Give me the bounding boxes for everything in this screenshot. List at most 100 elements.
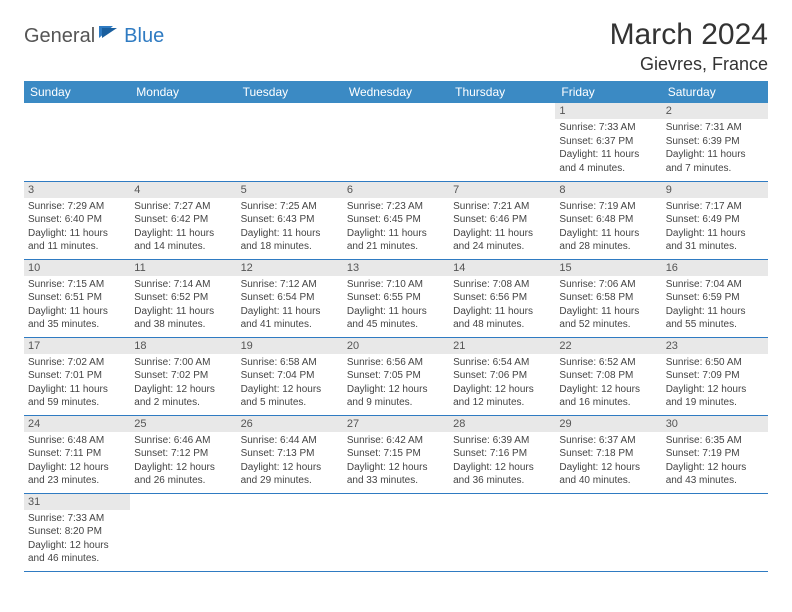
calendar-cell [237, 103, 343, 181]
day-number: 21 [449, 338, 555, 354]
calendar-cell: 24Sunrise: 6:48 AMSunset: 7:11 PMDayligh… [24, 415, 130, 493]
sunrise-text: Sunrise: 6:42 AM [347, 434, 445, 448]
sunrise-text: Sunrise: 6:44 AM [241, 434, 339, 448]
sunset-text: Sunset: 7:02 PM [134, 369, 232, 383]
logo-text-general: General [24, 25, 95, 48]
sunset-text: Sunset: 6:59 PM [666, 291, 764, 305]
daylight-text: Daylight: 12 hours and 33 minutes. [347, 461, 445, 488]
sunset-text: Sunset: 6:52 PM [134, 291, 232, 305]
sunset-text: Sunset: 7:18 PM [559, 447, 657, 461]
daylight-text: Daylight: 11 hours and 55 minutes. [666, 305, 764, 332]
day-number: 1 [555, 103, 661, 119]
daylight-text: Daylight: 12 hours and 36 minutes. [453, 461, 551, 488]
calendar-cell: 8Sunrise: 7:19 AMSunset: 6:48 PMDaylight… [555, 181, 661, 259]
sunset-text: Sunset: 6:46 PM [453, 213, 551, 227]
sunrise-text: Sunrise: 7:12 AM [241, 278, 339, 292]
sunrise-text: Sunrise: 7:02 AM [28, 356, 126, 370]
calendar-cell [449, 103, 555, 181]
sunrise-text: Sunrise: 7:10 AM [347, 278, 445, 292]
calendar-cell [343, 493, 449, 571]
sunset-text: Sunset: 6:58 PM [559, 291, 657, 305]
day-content: Sunrise: 7:02 AMSunset: 7:01 PMDaylight:… [24, 354, 130, 414]
weekday-header: Tuesday [237, 81, 343, 103]
day-number: 19 [237, 338, 343, 354]
daylight-text: Daylight: 11 hours and 41 minutes. [241, 305, 339, 332]
calendar-cell [343, 103, 449, 181]
sunrise-text: Sunrise: 6:37 AM [559, 434, 657, 448]
daylight-text: Daylight: 11 hours and 35 minutes. [28, 305, 126, 332]
day-number: 8 [555, 182, 661, 198]
day-content: Sunrise: 7:04 AMSunset: 6:59 PMDaylight:… [662, 276, 768, 336]
calendar-row: 31Sunrise: 7:33 AMSunset: 8:20 PMDayligh… [24, 493, 768, 571]
calendar-cell: 11Sunrise: 7:14 AMSunset: 6:52 PMDayligh… [130, 259, 236, 337]
day-content: Sunrise: 7:23 AMSunset: 6:45 PMDaylight:… [343, 198, 449, 258]
day-number: 18 [130, 338, 236, 354]
daylight-text: Daylight: 11 hours and 48 minutes. [453, 305, 551, 332]
sunset-text: Sunset: 6:48 PM [559, 213, 657, 227]
sunrise-text: Sunrise: 6:39 AM [453, 434, 551, 448]
daylight-text: Daylight: 12 hours and 23 minutes. [28, 461, 126, 488]
sunset-text: Sunset: 7:15 PM [347, 447, 445, 461]
sunrise-text: Sunrise: 7:23 AM [347, 200, 445, 214]
calendar-row: 10Sunrise: 7:15 AMSunset: 6:51 PMDayligh… [24, 259, 768, 337]
calendar-cell: 1Sunrise: 7:33 AMSunset: 6:37 PMDaylight… [555, 103, 661, 181]
sunset-text: Sunset: 6:40 PM [28, 213, 126, 227]
day-number: 28 [449, 416, 555, 432]
calendar-cell: 14Sunrise: 7:08 AMSunset: 6:56 PMDayligh… [449, 259, 555, 337]
day-number: 5 [237, 182, 343, 198]
calendar-cell [130, 103, 236, 181]
sunrise-text: Sunrise: 7:27 AM [134, 200, 232, 214]
sunset-text: Sunset: 6:45 PM [347, 213, 445, 227]
weekday-header: Saturday [662, 81, 768, 103]
day-number: 29 [555, 416, 661, 432]
page: General Blue March 2024 Gievres, France … [0, 0, 792, 590]
day-number: 13 [343, 260, 449, 276]
day-content: Sunrise: 7:14 AMSunset: 6:52 PMDaylight:… [130, 276, 236, 336]
day-number: 30 [662, 416, 768, 432]
day-number: 11 [130, 260, 236, 276]
calendar-cell: 6Sunrise: 7:23 AMSunset: 6:45 PMDaylight… [343, 181, 449, 259]
daylight-text: Daylight: 12 hours and 26 minutes. [134, 461, 232, 488]
sunrise-text: Sunrise: 7:21 AM [453, 200, 551, 214]
weekday-header: Friday [555, 81, 661, 103]
day-number: 12 [237, 260, 343, 276]
day-content: Sunrise: 6:48 AMSunset: 7:11 PMDaylight:… [24, 432, 130, 492]
day-content: Sunrise: 7:15 AMSunset: 6:51 PMDaylight:… [24, 276, 130, 336]
weekday-header: Wednesday [343, 81, 449, 103]
calendar-cell: 21Sunrise: 6:54 AMSunset: 7:06 PMDayligh… [449, 337, 555, 415]
calendar-row: 24Sunrise: 6:48 AMSunset: 7:11 PMDayligh… [24, 415, 768, 493]
daylight-text: Daylight: 12 hours and 2 minutes. [134, 383, 232, 410]
calendar-cell: 13Sunrise: 7:10 AMSunset: 6:55 PMDayligh… [343, 259, 449, 337]
sunset-text: Sunset: 6:51 PM [28, 291, 126, 305]
day-content: Sunrise: 7:10 AMSunset: 6:55 PMDaylight:… [343, 276, 449, 336]
day-number: 17 [24, 338, 130, 354]
calendar-row: 1Sunrise: 7:33 AMSunset: 6:37 PMDaylight… [24, 103, 768, 181]
calendar-cell: 15Sunrise: 7:06 AMSunset: 6:58 PMDayligh… [555, 259, 661, 337]
daylight-text: Daylight: 11 hours and 28 minutes. [559, 227, 657, 254]
weekday-header: Monday [130, 81, 236, 103]
sunset-text: Sunset: 7:19 PM [666, 447, 764, 461]
day-number: 16 [662, 260, 768, 276]
weekday-header: Thursday [449, 81, 555, 103]
title-block: March 2024 Gievres, France [610, 18, 768, 75]
sunset-text: Sunset: 7:11 PM [28, 447, 126, 461]
calendar-cell: 26Sunrise: 6:44 AMSunset: 7:13 PMDayligh… [237, 415, 343, 493]
day-number: 7 [449, 182, 555, 198]
daylight-text: Daylight: 11 hours and 7 minutes. [666, 148, 764, 175]
calendar-cell: 3Sunrise: 7:29 AMSunset: 6:40 PMDaylight… [24, 181, 130, 259]
calendar-cell: 29Sunrise: 6:37 AMSunset: 7:18 PMDayligh… [555, 415, 661, 493]
calendar-cell: 9Sunrise: 7:17 AMSunset: 6:49 PMDaylight… [662, 181, 768, 259]
daylight-text: Daylight: 12 hours and 43 minutes. [666, 461, 764, 488]
daylight-text: Daylight: 11 hours and 31 minutes. [666, 227, 764, 254]
daylight-text: Daylight: 12 hours and 46 minutes. [28, 539, 126, 566]
sunrise-text: Sunrise: 7:04 AM [666, 278, 764, 292]
sunrise-text: Sunrise: 6:52 AM [559, 356, 657, 370]
sunset-text: Sunset: 6:55 PM [347, 291, 445, 305]
calendar-cell: 4Sunrise: 7:27 AMSunset: 6:42 PMDaylight… [130, 181, 236, 259]
sunset-text: Sunset: 7:09 PM [666, 369, 764, 383]
sunrise-text: Sunrise: 6:35 AM [666, 434, 764, 448]
day-content: Sunrise: 7:21 AMSunset: 6:46 PMDaylight:… [449, 198, 555, 258]
day-number: 27 [343, 416, 449, 432]
calendar-cell: 7Sunrise: 7:21 AMSunset: 6:46 PMDaylight… [449, 181, 555, 259]
day-number: 23 [662, 338, 768, 354]
